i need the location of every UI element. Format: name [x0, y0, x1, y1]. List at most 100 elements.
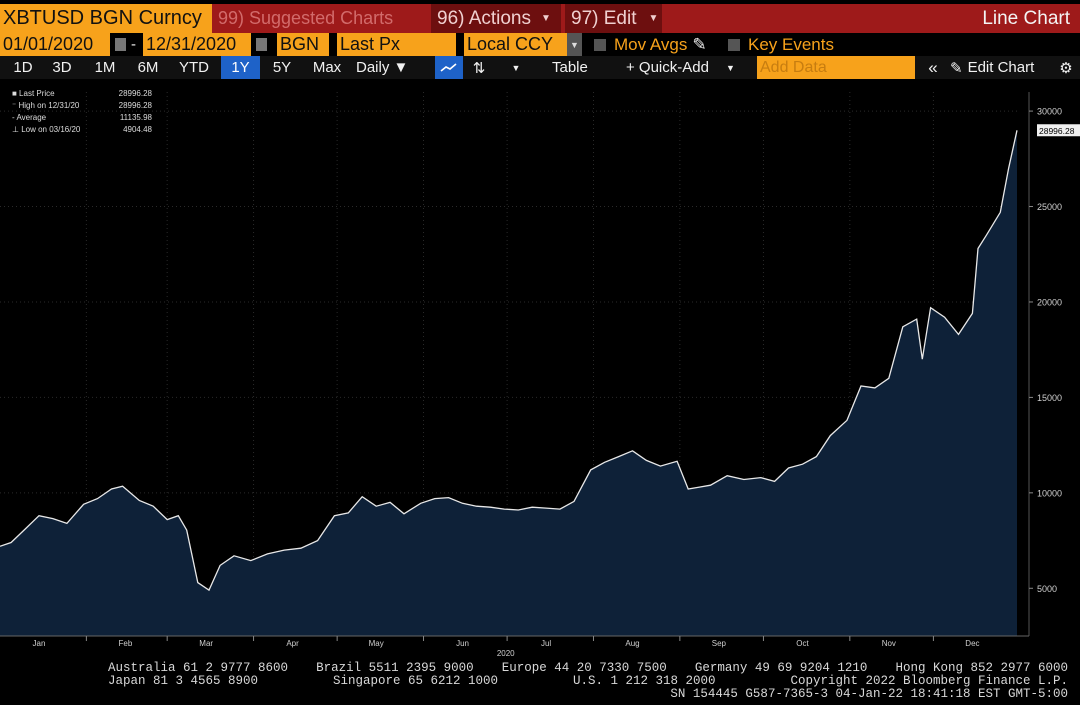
quick-add-button[interactable]: + Quick-Add: [626, 59, 709, 76]
x-tick-label: Mar: [199, 639, 213, 648]
range-max-button[interactable]: Max: [312, 59, 342, 76]
y-tick-label: 30000: [1037, 107, 1062, 117]
x-tick-label: May: [369, 639, 384, 648]
actions-label: 96) Actions: [437, 7, 531, 29]
legend-item: ⁻ High on 12/31/20 28996.28: [12, 100, 152, 112]
legend-label: ■ Last Price: [12, 89, 55, 98]
table-button[interactable]: Table: [552, 59, 588, 76]
x-axis-title: 2020: [497, 649, 515, 658]
last-price-label: 28996.28: [1039, 126, 1075, 136]
calendar-icon[interactable]: [253, 33, 269, 56]
footer-contact: Singapore 65 6212 1000: [332, 674, 499, 688]
actions-menu[interactable]: 96) Actions ▼: [431, 4, 561, 33]
last-price-tag: 28996.28: [1037, 124, 1080, 137]
mov-avgs-toggle[interactable]: Mov Avgs ✎: [594, 33, 719, 56]
legend-value: 28996.28: [118, 89, 152, 98]
x-tick-label: Jul: [541, 639, 551, 648]
x-tick-label: Oct: [796, 639, 809, 648]
suggested-charts-menu[interactable]: 99) Suggested Charts: [218, 8, 394, 28]
legend-value: 11135.98: [119, 113, 152, 122]
ticker-field[interactable]: XBTUSD BGN Curncy: [0, 4, 212, 33]
end-date-field[interactable]: 12/31/2020: [143, 33, 251, 56]
currency-dropdown-icon[interactable]: ▼: [567, 33, 582, 56]
y-tick-label: 15000: [1037, 393, 1062, 403]
y-tick-label: 25000: [1037, 202, 1062, 212]
legend-label: ⁻ High on 12/31/20: [12, 101, 80, 110]
price-chart: 5000 10000 15000 20000 25000 30000 Jan Feb Mar A…: [0, 92, 1080, 658]
field-selector[interactable]: Last Px: [337, 33, 456, 56]
footer-contact: Copyright 2022 Bloomberg Finance L.P.: [790, 674, 1068, 688]
start-date-field[interactable]: 01/01/2020: [0, 33, 110, 56]
pencil-icon: ✎: [950, 59, 963, 77]
date-separator: -: [131, 36, 136, 53]
source-field[interactable]: BGN: [277, 33, 329, 56]
style-dropdown-icon[interactable]: ▼: [511, 62, 521, 73]
edit-chart-button[interactable]: ✎ Edit Chart: [950, 56, 1050, 79]
edit-chart-label: Edit Chart: [967, 59, 1035, 76]
x-tick-label: Dec: [965, 639, 979, 648]
legend-item: - Average 11135.98: [12, 112, 152, 124]
x-tick-label: Jan: [33, 639, 46, 648]
footer-contact: Hong Kong 852 2977 6000: [895, 661, 1068, 675]
footer-line-2: Japan 81 3 4565 8900 Singapore 65 6212 10…: [108, 675, 1068, 688]
chart-legend: ■ Last Price 28996.28 ⁻ High on 12/31/20 28…: [12, 88, 152, 136]
key-events-toggle[interactable]: Key Events: [728, 33, 858, 56]
y-tick-label: 5000: [1037, 584, 1057, 594]
range-6m-button[interactable]: 6M: [137, 59, 159, 76]
pencil-icon: ✎: [692, 34, 707, 54]
line-style-icon[interactable]: [435, 56, 463, 79]
edit-menu[interactable]: 97) Edit ▼: [565, 4, 662, 33]
edit-label: 97) Edit: [571, 7, 637, 29]
price-line: [0, 130, 1018, 592]
footer-contact: Europe 44 20 7330 7500: [501, 661, 667, 675]
range-1d-button[interactable]: 1D: [13, 59, 33, 76]
footer-contact: Japan 81 3 4565 8900: [108, 674, 259, 688]
footer-contact: U.S. 1 212 318 2000: [572, 674, 716, 688]
footer-contact: Germany 49 69 9204 1210: [694, 661, 868, 675]
x-tick-label: Sep: [712, 639, 727, 648]
footer-line-1: Australia 61 2 9777 8600 Brazil 5511 2395…: [108, 662, 1068, 675]
price-area: [0, 130, 1017, 637]
last-price-box: [1037, 124, 1080, 137]
add-data-input[interactable]: Add Data: [757, 56, 915, 79]
range-3d-button[interactable]: 3D: [52, 59, 72, 76]
legend-item: ■ Last Price 28996.28: [12, 88, 152, 100]
chart-type-title: Line Chart: [982, 7, 1070, 29]
title-toolbar: XBTUSD BGN Curncy 99) Suggested Charts 9…: [0, 4, 1080, 33]
x-tick-label: Jun: [456, 639, 469, 648]
dropdown-arrow-icon: ▼: [541, 13, 551, 24]
frequency-selector[interactable]: Daily ▼: [356, 59, 409, 76]
y-axis: 5000 10000 15000 20000 25000 30000: [1028, 92, 1062, 636]
footer-contact: Brazil 5511 2395 9000: [316, 661, 474, 675]
session-info: SN 154445 G587-7365-3 04-Jan-22 18:41:18…: [670, 687, 1068, 701]
checkbox-icon: [594, 38, 606, 51]
bar-style-icon[interactable]: ⇅: [472, 59, 486, 77]
range-1m-button[interactable]: 1M: [94, 59, 116, 76]
y-tick-label: 10000: [1037, 488, 1062, 498]
x-tick-label: Aug: [625, 639, 639, 648]
settings-toolbar: 01/01/2020 - 12/31/2020 BGN Last Px Loca…: [0, 33, 1080, 56]
dropdown-arrow-icon: ▼: [648, 13, 659, 24]
calendar-icon[interactable]: [112, 33, 128, 56]
range-5y-button[interactable]: 5Y: [272, 59, 292, 76]
legend-value: 28996.28: [118, 101, 152, 110]
range-ytd-button[interactable]: YTD: [179, 59, 209, 76]
x-tick-label: Feb: [118, 639, 132, 648]
y-tick-label: 20000: [1037, 297, 1062, 307]
key-events-label: Key Events: [748, 34, 834, 54]
currency-selector[interactable]: Local CCY: [464, 33, 567, 56]
add-data-placeholder: Add Data: [760, 58, 827, 76]
checkbox-icon: [728, 38, 740, 51]
range-toolbar: 1D 3D 1M 6M YTD 1Y 5Y Max Daily ▼ ⇅ ▼ Ta…: [0, 56, 1080, 79]
x-tick-label: Apr: [286, 639, 299, 648]
footer-contact: Australia 61 2 9777 8600: [108, 661, 289, 675]
x-axis: Jan Feb Mar Apr May Jun Jul Aug Sep Oct Nov Dec 2020: [0, 635, 1029, 658]
legend-label: - Average: [12, 113, 47, 122]
x-tick-label: Nov: [882, 639, 896, 648]
legend-value: 4904.48: [123, 125, 152, 134]
gear-icon[interactable]: ⚙: [1059, 59, 1073, 77]
quick-add-dropdown-icon[interactable]: ▼: [726, 62, 735, 73]
range-1y-button[interactable]: 1Y: [221, 56, 260, 79]
collapse-icon[interactable]: «: [928, 57, 938, 77]
legend-item: ⊥ Low on 03/16/20 4904.48: [12, 124, 152, 136]
